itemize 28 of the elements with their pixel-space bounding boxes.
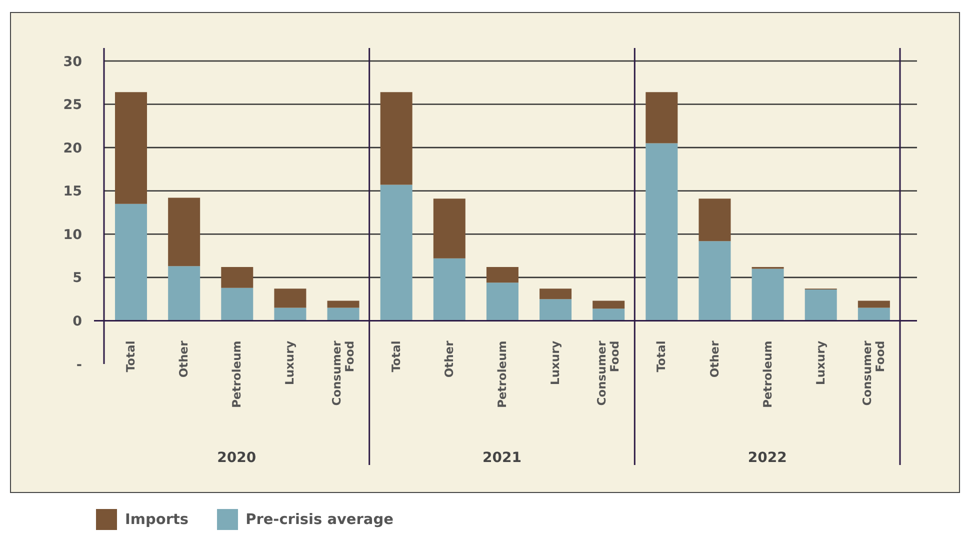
y-tick-label: 20 xyxy=(63,140,82,156)
x-tick-label: Other xyxy=(707,340,722,378)
y-tick-label: 30 xyxy=(63,54,82,70)
text: 2022 xyxy=(748,450,787,466)
y-tick-label: 15 xyxy=(63,184,82,200)
x-tick-label: Total xyxy=(388,340,403,372)
y-tick-label: 0 xyxy=(72,314,82,330)
x-tick-label: Petroleum xyxy=(760,340,774,408)
x-tick-label: Total xyxy=(654,340,668,372)
x-tick-label: Luxury xyxy=(813,340,828,386)
y-tick-label: 5 xyxy=(72,270,82,286)
x-tick-label: Other xyxy=(176,340,191,378)
x-tick-label: Consumer Food xyxy=(329,340,356,406)
x-tick-label: Consumer Food xyxy=(860,340,887,406)
text: 2020 xyxy=(217,450,256,466)
y-tick-label: 25 xyxy=(63,97,82,114)
legend-label: Imports xyxy=(125,512,189,528)
text: 2021 xyxy=(482,450,522,466)
x-tick-label: Consumer Food xyxy=(594,340,622,406)
x-tick-label: Petroleum xyxy=(495,340,509,408)
x-tick-label: Luxury xyxy=(548,340,562,386)
x-tick-label: Luxury xyxy=(282,340,297,386)
x-tick-label: Other xyxy=(442,340,456,378)
x-tick-label: Total xyxy=(124,340,138,372)
y-tick-label: 10 xyxy=(63,226,82,243)
legend-label: Pre-crisis average xyxy=(246,512,394,528)
y-tick-label: - xyxy=(76,356,82,373)
x-tick-label: Petroleum xyxy=(230,340,244,408)
